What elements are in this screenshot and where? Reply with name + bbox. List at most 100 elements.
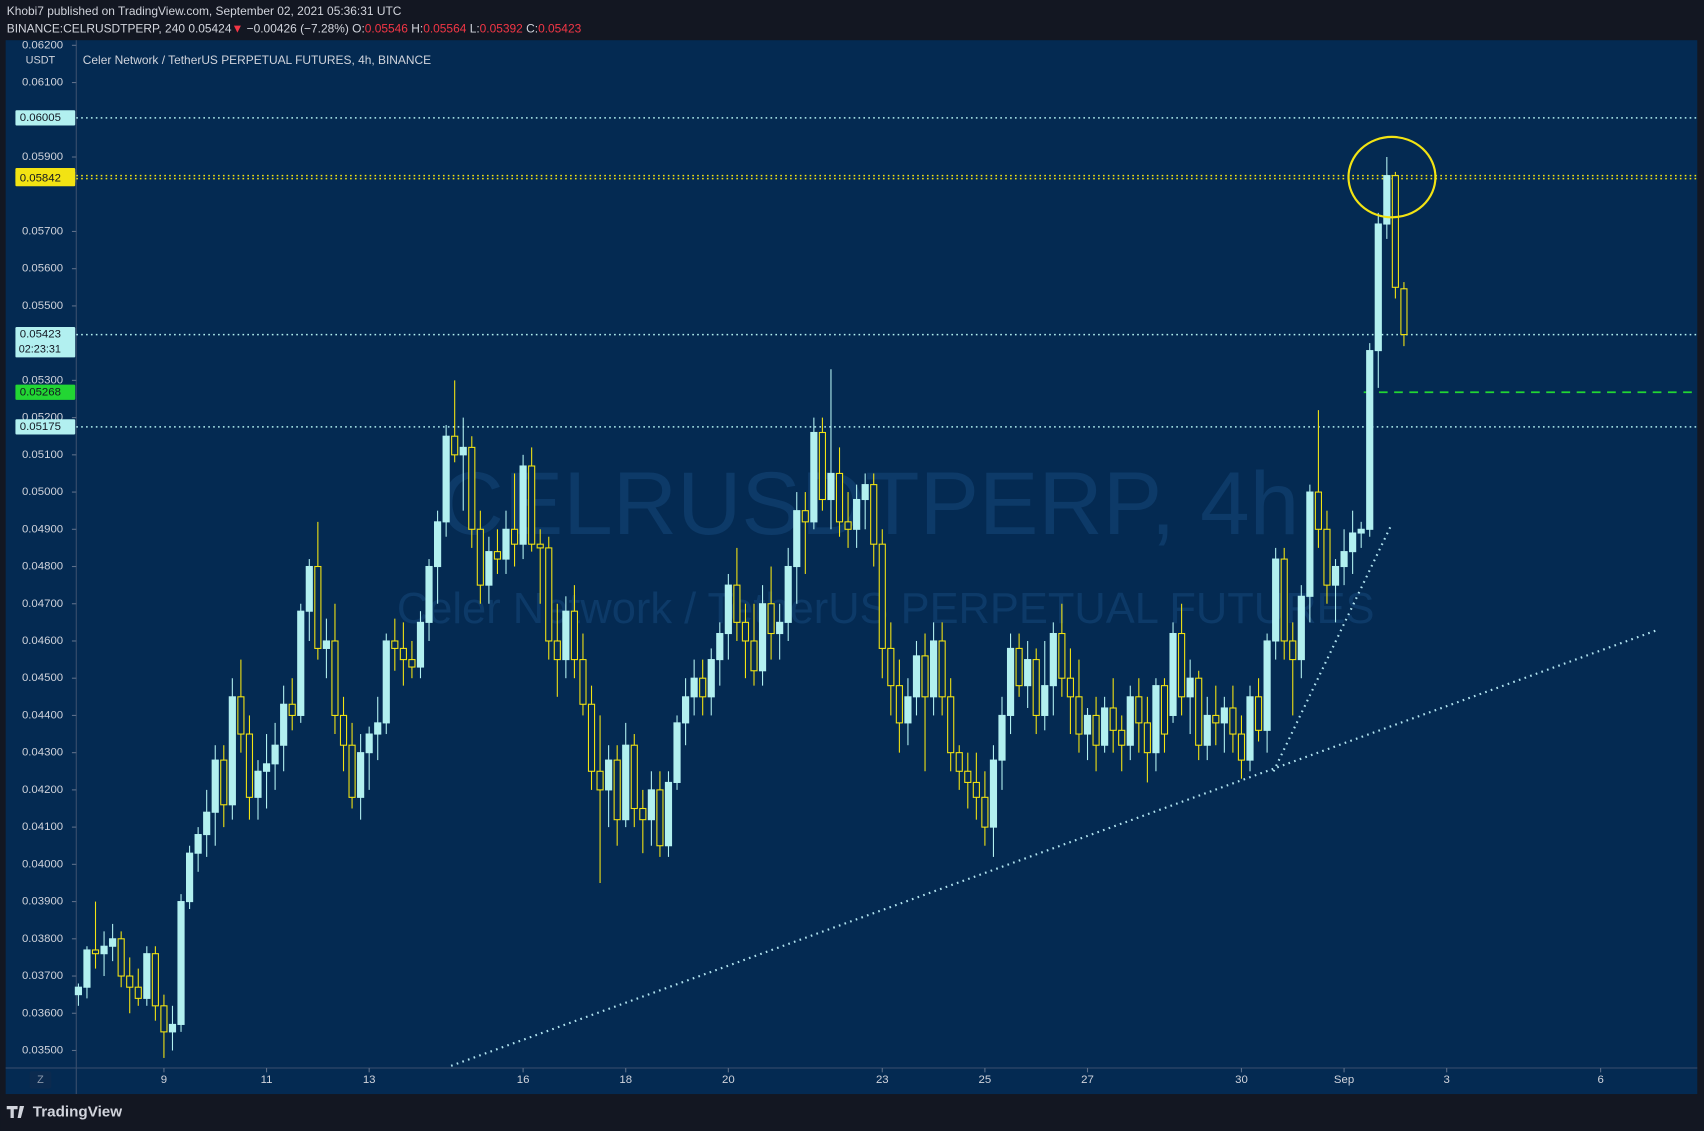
candle-body xyxy=(570,610,578,661)
candle-body xyxy=(758,603,767,672)
symbol: BINANCE:CELRUSDTPERP, 240 xyxy=(7,21,186,35)
candle-body xyxy=(1366,350,1374,530)
candle-body xyxy=(613,759,621,821)
candle-body xyxy=(844,521,852,530)
candle-body xyxy=(365,733,373,754)
level-label: 0.05842 xyxy=(20,173,61,185)
candle-body xyxy=(1357,528,1365,534)
y-tick-label: 0.04500 xyxy=(22,672,63,684)
candle-body xyxy=(134,986,142,999)
candle-body xyxy=(1331,565,1340,586)
candle-body xyxy=(767,603,775,635)
candle-body xyxy=(339,714,348,746)
plot-background xyxy=(5,40,1698,1095)
level-label-bg xyxy=(15,384,76,400)
candle-body xyxy=(468,446,476,530)
candle-body xyxy=(1152,685,1160,754)
y-tick-label: 0.04200 xyxy=(22,784,63,796)
candle-body xyxy=(1306,491,1314,597)
y-tick-label: 0.05300 xyxy=(22,374,63,386)
candle-body xyxy=(716,632,724,661)
candle-body xyxy=(1229,707,1237,735)
candle-body xyxy=(818,431,826,501)
candle-body xyxy=(1340,551,1348,568)
candle-body xyxy=(194,834,202,854)
candle-body xyxy=(476,528,484,586)
level-label-bg xyxy=(15,326,76,358)
y-tick-label: 0.04400 xyxy=(22,709,63,721)
zoom-button[interactable] xyxy=(29,1071,52,1089)
candle-body xyxy=(587,703,596,772)
y-tick-label: 0.03500 xyxy=(22,1045,63,1057)
candle-body xyxy=(1075,696,1083,735)
candle-body xyxy=(750,640,758,672)
candle-body xyxy=(168,1023,177,1033)
candle-body xyxy=(502,528,510,560)
candle-body xyxy=(1049,632,1057,687)
candle-body xyxy=(887,647,895,687)
candle-body xyxy=(938,640,946,698)
candle-body xyxy=(1280,558,1288,642)
arrow: ▼ xyxy=(231,21,243,35)
candle-body xyxy=(690,677,698,698)
candle-body xyxy=(895,685,903,724)
candle-body xyxy=(930,640,938,698)
candle-body xyxy=(955,752,963,772)
candle-body xyxy=(100,945,108,955)
candle-body xyxy=(656,789,664,847)
candle-body xyxy=(1118,729,1126,746)
candle-body xyxy=(1186,677,1194,698)
candle-body xyxy=(203,811,211,836)
x-tick-label: 13 xyxy=(363,1074,376,1086)
x-tick-label: 16 xyxy=(517,1074,530,1086)
candle-body xyxy=(1349,532,1357,553)
candle-body xyxy=(1272,558,1280,642)
candle-body xyxy=(126,975,134,988)
level-label-bg xyxy=(15,110,76,126)
ticks: 0.03500 0.03600 0.03700 0.03800 0.03900 0.040… xyxy=(22,39,1604,1086)
watermark: CELRUSDTPERP, 4h xyxy=(439,453,1299,553)
candle-body xyxy=(1195,677,1203,746)
candle-body xyxy=(143,953,151,999)
candle-body xyxy=(1246,696,1254,761)
candle-body xyxy=(1178,632,1186,698)
candle-body xyxy=(647,789,655,821)
level-label: 0.05268 xyxy=(20,386,61,398)
candle-body xyxy=(519,465,527,545)
candle-body xyxy=(1083,714,1092,735)
candle-body xyxy=(288,703,296,716)
x-tick-label: Sep xyxy=(1334,1074,1354,1086)
y-tick-label: 0.04100 xyxy=(22,821,63,833)
candle-body xyxy=(151,953,159,1007)
candle-body xyxy=(185,852,194,903)
candle-body xyxy=(1237,733,1246,761)
candle-body xyxy=(262,763,271,772)
candle-body xyxy=(1058,632,1066,679)
candle-body xyxy=(1314,491,1323,530)
candle-body xyxy=(391,640,399,649)
candle-body xyxy=(399,647,407,661)
candle-body xyxy=(536,543,544,549)
candle-body xyxy=(1135,696,1143,724)
candle-body xyxy=(724,584,732,635)
candle-body xyxy=(314,565,322,649)
candle-body xyxy=(228,696,236,806)
x-tick-label: 9 xyxy=(161,1074,167,1086)
level-label: 0.06005 xyxy=(20,112,61,124)
candle-body xyxy=(1203,714,1211,746)
candle-body xyxy=(1101,707,1109,746)
y-tick-label: 0.05000 xyxy=(22,486,63,498)
candle-body xyxy=(1169,632,1177,716)
logo: TradingView xyxy=(33,1104,122,1121)
candle-body xyxy=(1109,707,1117,731)
y-tick-label: 0.04900 xyxy=(22,523,63,535)
candle-body xyxy=(1374,223,1382,352)
candle-body xyxy=(322,640,330,649)
candle-body xyxy=(553,640,561,661)
candle-body xyxy=(1263,640,1271,731)
candle-body xyxy=(562,610,570,661)
zoom-label[interactable]: Z xyxy=(37,1074,44,1086)
candle-body xyxy=(510,528,519,545)
candle-body xyxy=(835,472,844,523)
candle-body xyxy=(741,621,750,642)
